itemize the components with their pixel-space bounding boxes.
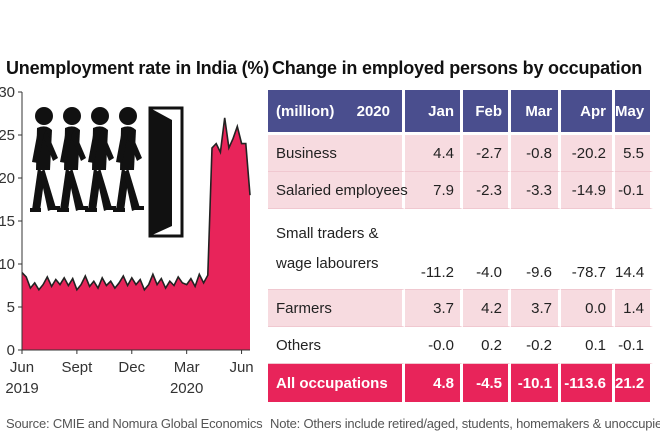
right-table-title: Change in employed persons by occupation: [272, 58, 643, 78]
table-cell: -4.5: [463, 364, 511, 402]
header-unit: (million): [276, 102, 335, 120]
table-cell: -0.8: [511, 135, 561, 172]
x-tick-label: Jun: [10, 359, 34, 376]
area-fill: [22, 117, 250, 350]
table-cell: 1.4: [615, 290, 653, 327]
right-source-note: Note: Others include retired/aged, stude…: [270, 416, 660, 431]
y-tick-label: 10: [0, 256, 15, 273]
table-cell: 3.7: [405, 290, 463, 327]
table-cell: -0.1: [615, 172, 653, 209]
walking-person-icon: [57, 107, 88, 212]
x-tick-sublabel: 2019: [5, 380, 38, 397]
table-row: Others -0.0 0.2 -0.2 0.1 -0.1: [268, 327, 653, 364]
table-cell: 0.1: [561, 327, 615, 364]
table-row: Business 4.4 -2.7 -0.8 -20.2 5.5: [268, 135, 653, 172]
column-header: Apr: [561, 90, 615, 135]
table-cell: -0.0: [405, 327, 463, 364]
x-tick-sublabel: 2020: [170, 380, 203, 397]
y-tick-label: 5: [7, 299, 15, 316]
open-door-icon: [148, 106, 184, 238]
row-label: Farmers: [268, 290, 405, 327]
header-year: 2020: [356, 102, 390, 120]
table-cell: -0.2: [511, 327, 561, 364]
y-tick-label: 30: [0, 84, 15, 101]
column-header: Feb: [463, 90, 511, 135]
table-cell: 21.2: [615, 364, 653, 402]
walking-person-icon: [113, 107, 144, 212]
table-cell: 4.8: [405, 364, 463, 402]
left-source-note: Source: CMIE and Nomura Global Economics: [6, 416, 263, 431]
y-tick-label: 0: [7, 342, 15, 359]
y-tick-label: 20: [0, 170, 15, 187]
x-tick-label: Sept: [61, 359, 93, 376]
table-cell: -78.7: [561, 209, 615, 290]
table-row: Farmers 3.7 4.2 3.7 0.0 1.4: [268, 290, 653, 327]
table-cell: -20.2: [561, 135, 615, 172]
y-tick-label: 15: [0, 213, 15, 230]
row-label: Business: [268, 135, 405, 172]
table-cell: -0.1: [615, 327, 653, 364]
row-label: Others: [268, 327, 405, 364]
column-header: Mar: [511, 90, 561, 135]
pictogram: [30, 106, 184, 238]
table-cell: -113.6: [561, 364, 615, 402]
table-total-row: All occupations 4.8 -4.5 -10.1 -113.6 21.2: [268, 364, 653, 402]
row-label: Salaried employees: [268, 172, 408, 209]
table-row: Small traders & wage labourers -11.2 -4.0-…: [268, 209, 653, 290]
table-cell: 3.7: [511, 290, 561, 327]
table-cell: 14.4: [615, 209, 653, 290]
column-header: May: [615, 90, 653, 135]
table-cell: -2.3: [463, 172, 511, 209]
left-chart-title: Unemployment rate in India (%): [6, 58, 270, 78]
table-cell: -9.6: [511, 209, 561, 290]
table-cell: -3.3: [511, 172, 561, 209]
occupation-table: (million) 2020 Jan Feb Mar Apr May Busin…: [268, 90, 653, 402]
y-tick-label: 25: [0, 127, 15, 144]
x-tick-label: Mar: [174, 359, 200, 376]
table-cell: 0.0: [561, 290, 615, 327]
row-label: Small traders & wage labourers: [268, 209, 405, 290]
table-header-label: (million) 2020: [268, 90, 405, 135]
column-header: Jan: [405, 90, 463, 135]
table-cell: 0.2: [463, 327, 511, 364]
table-header-row: (million) 2020 Jan Feb Mar Apr May: [268, 90, 653, 135]
table-cell: 4.4: [405, 135, 463, 172]
table-cell: 4.2: [463, 290, 511, 327]
table-cell: 7.9: [405, 172, 463, 209]
table-cell: -10.1: [511, 364, 561, 402]
x-tick-label: Dec: [118, 359, 145, 376]
table-cell: -14.9: [561, 172, 615, 209]
unemployment-area-chart: 0 5 10 15 20 25 30 Jun 2019 Sept Dec Mar 2020 Jun: [0, 84, 254, 397]
table-cell: -2.7: [463, 135, 511, 172]
walking-person-icon: [30, 107, 60, 212]
walking-person-icon: [85, 107, 116, 212]
x-tick-label: Jun: [229, 359, 253, 376]
table-cell: -4.0: [463, 209, 511, 290]
row-label: All occupations: [268, 364, 405, 402]
table-cell: 5.5: [615, 135, 653, 172]
table-cell: -11.2: [405, 209, 463, 290]
series-line: [21, 117, 251, 292]
table-row: Salaried employees 7.9 -2.3 -3.3 -14.9 -0.1: [268, 172, 653, 209]
